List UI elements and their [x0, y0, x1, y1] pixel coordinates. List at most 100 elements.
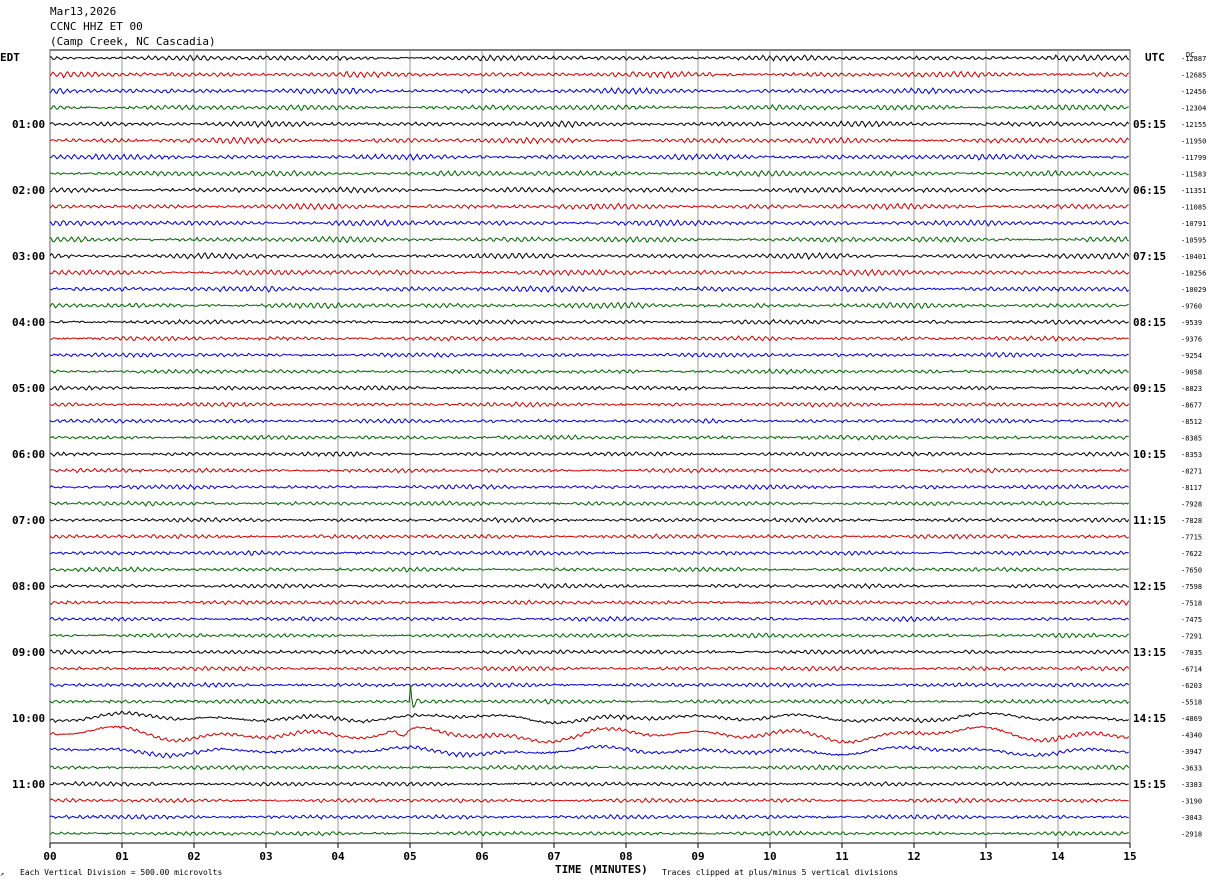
- edt-hour-label: 11:00: [12, 778, 45, 791]
- scale-icon: ↗: [0, 870, 4, 878]
- seismic-trace: [49, 120, 1130, 129]
- seismic-trace: [49, 797, 1129, 804]
- edt-hour-label: 08:00: [12, 580, 45, 593]
- dc-offset-label: -3633: [1181, 765, 1202, 773]
- seismic-trace: [49, 483, 1129, 491]
- header-station: CCNC HHZ ET 00: [50, 20, 143, 33]
- seismic-trace: [49, 599, 1130, 606]
- scale-note: Each Vertical Division = 500.00 microvol…: [20, 868, 222, 877]
- seismic-trace: [49, 186, 1130, 194]
- seismic-trace: [49, 533, 1129, 540]
- header-date: Mar13,2026: [50, 5, 117, 18]
- dc-offset-label: -8271: [1181, 468, 1202, 476]
- seismic-trace: [49, 385, 1129, 392]
- grid-lines: [49, 49, 1131, 848]
- dc-offset-label: -9539: [1181, 319, 1202, 327]
- dc-offset-label: -11799: [1181, 154, 1206, 162]
- axis-labels: 00 01 02 03 04 05 06 07 08 09 10 11 12 13 14 15 -12887 -1…: [12, 55, 1206, 863]
- utc-hour-label: 10:15: [1133, 448, 1166, 461]
- utc-hour-label: 05:15: [1133, 118, 1166, 131]
- seismic-trace: [49, 202, 1129, 211]
- seismic-trace: [49, 434, 1129, 441]
- x-tick-label: 06: [475, 850, 489, 863]
- edt-hour-label: 05:00: [12, 382, 45, 395]
- seismic-trace: [49, 681, 1130, 689]
- seismic-trace: [49, 685, 1130, 709]
- dc-offset-label: -8677: [1181, 402, 1202, 410]
- trace-group: [49, 53, 1130, 837]
- dc-offset-label: -7828: [1181, 517, 1202, 525]
- edt-hour-label: 10:00: [12, 712, 45, 725]
- dc-offset-label: -4869: [1181, 715, 1202, 723]
- dc-offset-label: -12456: [1181, 88, 1206, 96]
- dc-axis-label: DC: [1186, 51, 1194, 59]
- dc-offset-label: -11085: [1181, 204, 1206, 212]
- x-tick-label: 01: [115, 850, 129, 863]
- edt-hour-label: 07:00: [12, 514, 45, 527]
- seismic-trace: [49, 301, 1129, 310]
- x-tick-label: 10: [763, 850, 776, 863]
- dc-offset-label: -7715: [1181, 534, 1202, 542]
- dc-offset-label: -6203: [1181, 682, 1202, 690]
- dc-offset-label: -12304: [1181, 105, 1206, 113]
- seismic-trace: [49, 219, 1129, 228]
- dc-offset-label: -10256: [1181, 270, 1206, 278]
- seismic-trace: [49, 781, 1129, 787]
- dc-offset-label: -7035: [1181, 649, 1202, 657]
- edt-axis-label: EDT: [0, 51, 20, 64]
- edt-hour-label: 03:00: [12, 250, 45, 263]
- seismic-trace: [49, 451, 1130, 458]
- x-tick-label: 02: [187, 850, 200, 863]
- dc-offset-label: -7598: [1181, 583, 1202, 591]
- dc-offset-label: -8512: [1181, 418, 1202, 426]
- dc-offset-label: -8353: [1181, 451, 1202, 459]
- seismic-trace: [49, 549, 1129, 556]
- x-axis-label: TIME (MINUTES): [555, 863, 648, 876]
- seismic-trace: [49, 368, 1129, 375]
- x-tick-label: 07: [547, 850, 560, 863]
- x-tick-label: 00: [43, 850, 56, 863]
- dc-offset-label: -2918: [1181, 831, 1202, 839]
- dc-offset-label: -3383: [1181, 781, 1202, 789]
- seismic-trace: [49, 169, 1129, 178]
- seismic-trace: [49, 251, 1130, 261]
- dc-offset-label: -7650: [1181, 567, 1202, 575]
- header-location: (Camp Creek, NC Cascadia): [50, 35, 216, 48]
- utc-hour-label: 14:15: [1133, 712, 1166, 725]
- x-tick-label: 14: [1051, 850, 1065, 863]
- seismic-trace: [49, 318, 1129, 326]
- dc-offset-label: -7928: [1181, 501, 1202, 509]
- seismic-trace: [49, 417, 1129, 424]
- seismic-trace: [49, 665, 1130, 672]
- seismic-trace: [49, 648, 1130, 656]
- seismic-trace: [49, 467, 1129, 474]
- dc-offset-label: -12155: [1181, 121, 1206, 129]
- x-tick-label: 04: [331, 850, 345, 863]
- clip-note: Traces clipped at plus/minus 5 vertical …: [662, 868, 898, 877]
- utc-hour-label: 15:15: [1133, 778, 1166, 791]
- dc-offset-label: -6714: [1181, 666, 1202, 674]
- seismic-trace: [49, 830, 1129, 837]
- seismic-trace: [49, 285, 1130, 293]
- seismic-trace: [49, 725, 1130, 744]
- utc-axis-label: UTC: [1145, 51, 1165, 64]
- seismic-trace: [49, 615, 1130, 623]
- dc-offset-label: -8117: [1181, 484, 1202, 492]
- seismic-trace: [49, 103, 1129, 112]
- dc-offset-label: -4340: [1181, 732, 1202, 740]
- dc-offset-label: -3947: [1181, 748, 1202, 756]
- seismic-trace: [49, 710, 1129, 725]
- x-tick-label: 15: [1123, 850, 1136, 863]
- seismic-trace: [49, 500, 1130, 507]
- dc-offset-label: -9760: [1181, 303, 1202, 311]
- dc-offset-label: -8385: [1181, 435, 1202, 443]
- seismic-trace: [50, 401, 1130, 408]
- x-tick-label: 11: [835, 850, 849, 863]
- dc-offset-label: -7291: [1181, 633, 1202, 641]
- seismic-trace: [50, 335, 1129, 342]
- seismic-trace: [49, 53, 1130, 63]
- dc-offset-label: -3190: [1181, 798, 1202, 806]
- x-tick-label: 12: [907, 850, 920, 863]
- utc-hour-label: 11:15: [1133, 514, 1166, 527]
- edt-hour-label: 02:00: [12, 184, 45, 197]
